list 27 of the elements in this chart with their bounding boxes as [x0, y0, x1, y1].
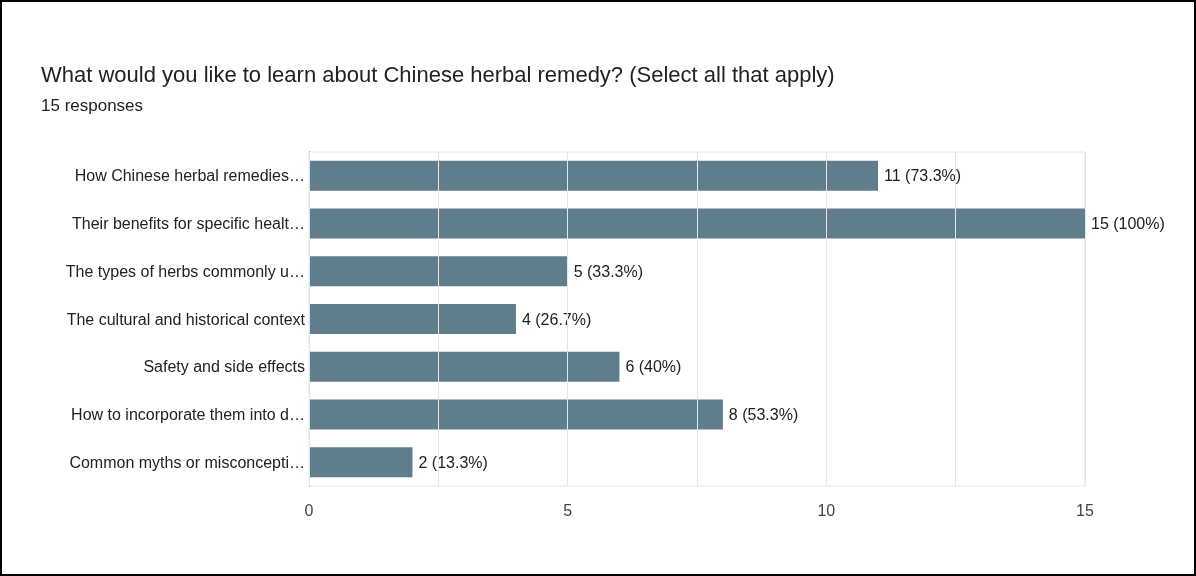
- x-tick-label: 5: [563, 501, 573, 519]
- y-tick-label: Common myths or misconcepti…: [69, 453, 305, 471]
- data-label: 15 (100%): [1091, 215, 1165, 233]
- y-tick-label: The cultural and historical context: [66, 310, 306, 328]
- bar: [309, 304, 516, 334]
- y-tick-label: How to incorporate them into d…: [71, 405, 305, 423]
- bar: [309, 447, 413, 478]
- text: 15 responses: [41, 96, 144, 115]
- data-label: 6 (40%): [625, 358, 682, 376]
- y-tick-label: The types of herbs commonly u…: [65, 262, 305, 280]
- bar: [309, 351, 620, 382]
- bar: [309, 160, 879, 191]
- data-label: 11 (73.3%): [884, 167, 962, 185]
- x-tick-label: 10: [817, 501, 836, 519]
- y-tick-label: Their benefits for specific healt…: [72, 215, 305, 233]
- chart-title: What would you like to learn about Chinese herbal remedy? (Select all that apply): [41, 61, 835, 87]
- data-label: 5 (33.3%): [573, 262, 644, 280]
- data-label: 2 (13.3%): [418, 453, 488, 471]
- data-label: 8 (53.3%): [728, 405, 799, 423]
- bar: [309, 208, 1085, 239]
- y-tick-label: Safety and side effects: [143, 358, 305, 376]
- data-label: 4 (26.7%): [521, 310, 592, 328]
- y-tick-label: How Chinese herbal remedies…: [74, 167, 305, 185]
- x-tick-label: 0: [304, 501, 314, 519]
- bar: [309, 256, 568, 287]
- x-tick-label: 15: [1076, 501, 1094, 519]
- bar: [309, 399, 723, 430]
